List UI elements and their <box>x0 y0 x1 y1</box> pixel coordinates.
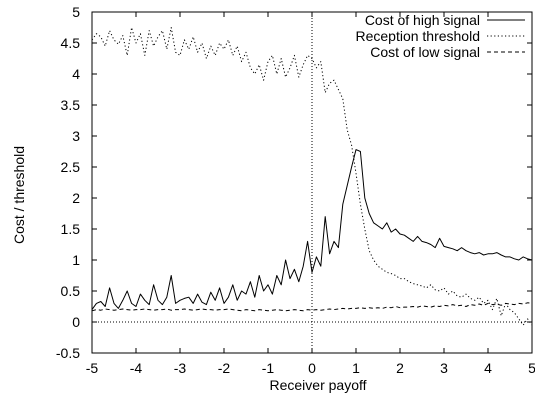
legend-label-3: Cost of low signal <box>370 44 480 60</box>
y-tick-label: 4.5 <box>61 35 81 51</box>
x-tick-label: -1 <box>262 360 275 376</box>
y-tick-label: 2 <box>72 190 80 206</box>
x-tick-label: -2 <box>218 360 231 376</box>
x-tick-label: -4 <box>130 360 143 376</box>
x-axis-label: Receiver payoff <box>269 377 366 393</box>
series-line-1 <box>91 149 533 310</box>
x-tick-label: 3 <box>440 360 448 376</box>
x-tick-label: 0 <box>308 360 316 376</box>
legend-label-1: Cost of high signal <box>365 12 480 28</box>
series-lines <box>91 27 533 326</box>
x-tick-label: 2 <box>396 360 404 376</box>
y-tick-label: 5 <box>72 4 80 20</box>
y-axis: -0.5 0 0.5 1 1.5 2 2.5 3 3.5 4 4.5 5 <box>56 4 532 361</box>
y-tick-label: 0.5 <box>61 283 81 299</box>
y-tick-label: 4 <box>72 66 80 82</box>
y-tick-label: 3 <box>72 128 80 144</box>
reference-lines <box>92 12 532 353</box>
series-line-3 <box>91 302 533 312</box>
y-tick-label: 2.5 <box>61 159 81 175</box>
y-tick-label: 1.5 <box>61 221 81 237</box>
y-tick-label: 3.5 <box>61 97 81 113</box>
series-line-2 <box>91 27 533 326</box>
x-tick-label: 4 <box>484 360 492 376</box>
y-tick-label: 1 <box>72 252 80 268</box>
x-tick-label: 1 <box>352 360 360 376</box>
x-axis: -5 -4 -3 -2 -1 0 1 2 3 4 5 <box>86 12 535 376</box>
x-tick-label: 5 <box>528 360 535 376</box>
y-axis-label: Cost / threshold <box>11 146 27 244</box>
y-tick-label: 0 <box>72 314 80 330</box>
legend-label-2: Reception threshold <box>355 28 480 44</box>
x-tick-label: -3 <box>174 360 187 376</box>
x-tick-label: -5 <box>86 360 99 376</box>
y-tick-label: -0.5 <box>56 345 80 361</box>
